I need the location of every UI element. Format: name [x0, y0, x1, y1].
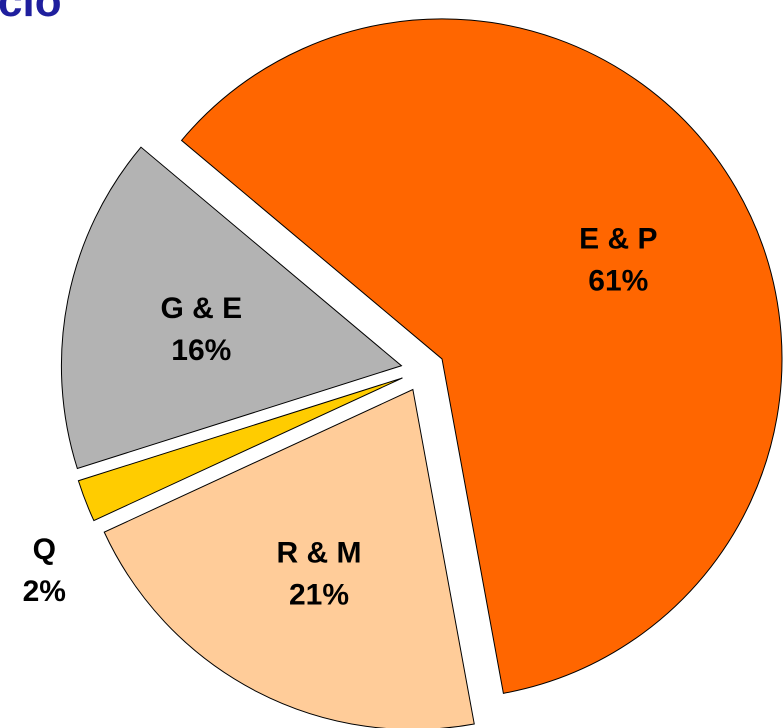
slice-label: R & M [276, 537, 361, 570]
slice-value-label: 61% [588, 264, 648, 297]
slice-label: G & E [160, 292, 242, 325]
chart-title: cio [0, 0, 62, 26]
pie-slice [60, 146, 403, 470]
pie-slice [103, 388, 475, 728]
slice-label: Q [33, 533, 56, 566]
slice-label: E & P [579, 222, 657, 255]
pie-slice [77, 377, 403, 522]
slice-value-label: 21% [289, 579, 349, 612]
pie-slice [180, 18, 783, 694]
slice-value-label: 2% [23, 575, 66, 608]
slice-value-label: 16% [171, 334, 231, 367]
